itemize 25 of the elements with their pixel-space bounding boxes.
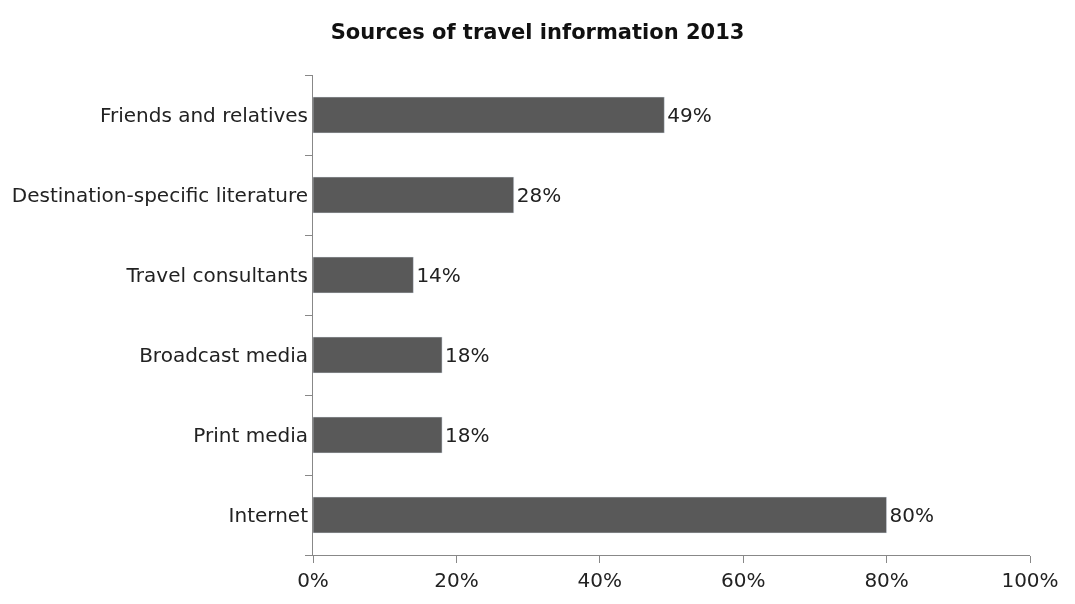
y-tick-label: Print media: [193, 423, 308, 447]
bar: [313, 416, 443, 454]
y-tick-label: Friends and relatives: [99, 103, 308, 127]
x-tick-label: 0%: [297, 568, 329, 592]
x-tick-label: 80%: [864, 568, 909, 592]
bar: [313, 496, 887, 534]
y-tick-label: Internet: [228, 503, 309, 527]
x-tick-label: 100%: [1001, 568, 1059, 592]
data-label: 18%: [445, 343, 490, 367]
data-label: 49%: [667, 103, 712, 127]
bar: [313, 336, 443, 374]
y-tick-label: Destination-specific literature: [11, 183, 308, 207]
bar: [313, 96, 665, 134]
x-tick-label: 60%: [720, 568, 766, 592]
chart-title: Sources of travel information 2013: [330, 19, 745, 44]
bar: [313, 256, 414, 294]
y-tick-label: Travel consultants: [125, 263, 308, 287]
data-label: 14%: [416, 263, 461, 287]
data-label: 18%: [445, 423, 490, 447]
x-tick-label: 20%: [434, 568, 479, 592]
bar: [313, 176, 515, 214]
x-tick-label: 40%: [577, 568, 623, 592]
data-label: 28%: [516, 183, 562, 207]
y-tick-label: Broadcast media: [139, 343, 308, 367]
data-label: 80%: [889, 503, 935, 527]
